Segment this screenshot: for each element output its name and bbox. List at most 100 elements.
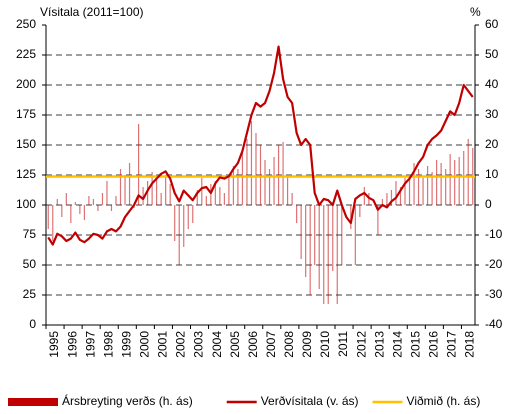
x-tick-label: 2004 (210, 331, 224, 358)
y-tick-label: 225 (16, 47, 36, 61)
bar (110, 205, 113, 211)
x-tick-label: 2000 (138, 331, 152, 358)
x-tick-label: 2005 (228, 331, 242, 358)
bar (119, 169, 122, 205)
bar (92, 199, 95, 205)
x-tick-label: 2011 (336, 331, 350, 357)
x-tick-label: 2010 (318, 331, 332, 358)
x-tick-label: 2007 (264, 331, 278, 358)
y2-tick-label: -30 (485, 287, 503, 301)
bar (205, 196, 207, 205)
y-tick-label: 0 (29, 317, 36, 331)
bar (354, 205, 356, 265)
bar (237, 169, 239, 205)
x-tick-label: 1998 (101, 331, 115, 358)
bar (399, 187, 402, 205)
y-tick-label: 125 (16, 167, 36, 181)
bar (445, 169, 447, 205)
x-tick-label: 1999 (119, 331, 133, 358)
x-tick-label: 2008 (282, 331, 296, 358)
x-tick-label: 2001 (156, 331, 170, 358)
bar (350, 205, 352, 229)
bar (413, 163, 415, 205)
bar (178, 205, 180, 265)
bar (282, 142, 284, 205)
bar (74, 202, 76, 205)
bar (259, 145, 262, 205)
bar (124, 175, 126, 205)
bar (169, 184, 171, 205)
y2-tick-label: -40 (485, 317, 503, 331)
bar (436, 160, 438, 205)
bar (196, 190, 198, 205)
bar (88, 196, 90, 205)
bar (291, 193, 293, 205)
x-tick-label: 1997 (83, 331, 97, 358)
bar (323, 205, 325, 304)
bar (458, 157, 460, 205)
x-tick-label: 2013 (372, 331, 386, 358)
legend-label: Viðmið (h. ás) (407, 394, 481, 408)
x-tick-label: 2006 (246, 331, 260, 358)
bar (250, 121, 253, 205)
chart-title: Vísitala (2011=100) (40, 5, 144, 19)
bar (341, 205, 343, 265)
bar (327, 205, 329, 304)
bar (160, 193, 162, 205)
bar (314, 205, 316, 265)
bar (219, 187, 221, 205)
x-tick-label: 2018 (463, 331, 477, 358)
y2-tick-label: 60 (485, 17, 499, 31)
bar (417, 169, 420, 205)
y-tick-label: 50 (23, 257, 37, 271)
x-tick-label: 2016 (427, 331, 441, 358)
bar (210, 184, 212, 205)
bar (255, 133, 257, 205)
bar (336, 205, 338, 304)
y2-tick-label: 40 (485, 77, 499, 91)
bar (214, 181, 216, 205)
bar (156, 178, 158, 205)
bar (79, 205, 81, 214)
y-tick-label: 175 (16, 107, 36, 121)
legend-label: Verðvísitala (v. ás) (261, 394, 359, 408)
x-tick-label: 1995 (47, 331, 61, 358)
bar (56, 199, 58, 205)
bar (106, 181, 108, 205)
bar (431, 172, 433, 205)
bar (192, 205, 194, 223)
bar (97, 205, 99, 211)
y2-tick-label: -20 (485, 257, 503, 271)
bar (165, 175, 167, 205)
bar (395, 181, 397, 205)
bar (332, 205, 334, 271)
y2-tick-label: 50 (485, 47, 499, 61)
bar (137, 124, 140, 205)
bar (183, 205, 185, 247)
bar (264, 160, 266, 205)
bar (232, 166, 235, 205)
y2-axis-label: % (470, 5, 481, 19)
bar (201, 178, 203, 205)
y-tick-label: 25 (23, 287, 37, 301)
bar (363, 187, 365, 205)
bar (277, 145, 280, 205)
bar (174, 205, 176, 241)
x-tick-label: 2002 (174, 331, 188, 358)
bar (223, 193, 225, 205)
bar (296, 205, 298, 223)
bar (454, 160, 456, 205)
bar (426, 166, 429, 205)
x-tick-label: 1996 (65, 331, 79, 358)
bar (142, 187, 144, 205)
y2-tick-label: 30 (485, 107, 499, 121)
x-tick-label: 2003 (192, 331, 206, 358)
bar (377, 205, 379, 235)
y-tick-label: 200 (16, 77, 36, 91)
bar (83, 205, 85, 220)
line (47, 45, 474, 246)
bar (187, 205, 189, 229)
y-tick-label: 75 (23, 227, 37, 241)
y2-tick-label: 20 (485, 137, 499, 151)
